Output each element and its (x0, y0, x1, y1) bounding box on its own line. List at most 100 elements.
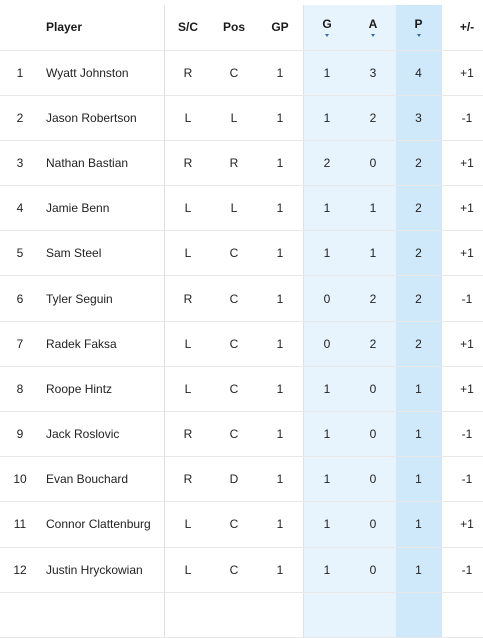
sc-cell: L (165, 95, 212, 140)
header-row: Player S/C Pos GP G A P +/- (0, 5, 483, 50)
gp-cell: 1 (257, 95, 304, 140)
table-row[interactable]: 12 Justin Hryckowian L C 1 1 0 1 -1 (0, 547, 483, 592)
assists-cell: 0 (350, 502, 396, 547)
sc-cell: R (165, 140, 212, 185)
assists-cell: 0 (350, 547, 396, 592)
pos-cell: C (211, 231, 257, 276)
points-cell: 1 (396, 502, 442, 547)
player-name-cell[interactable]: Roope Hintz (40, 366, 165, 411)
gp-cell: 1 (257, 412, 304, 457)
goals-cell: 1 (304, 502, 351, 547)
games-played-header[interactable]: GP (257, 5, 304, 50)
plus-minus-cell: +1 (442, 366, 483, 411)
plus-minus-cell: -1 (442, 547, 483, 592)
plus-minus-cell: +1 (442, 186, 483, 231)
pm-header-label: +/- (460, 20, 474, 34)
goals-cell: 1 (304, 457, 351, 502)
rank-header (0, 5, 40, 50)
shoots-catches-header[interactable]: S/C (165, 5, 212, 50)
points-header[interactable]: P (396, 5, 442, 50)
rank-cell: 5 (0, 231, 40, 276)
gp-cell: 1 (257, 50, 304, 95)
points-cell: 2 (396, 140, 442, 185)
assists-header[interactable]: A (350, 5, 396, 50)
player-name-cell[interactable]: Tyler Seguin (40, 276, 165, 321)
plus-minus-cell: -1 (442, 276, 483, 321)
assists-header-label: A (350, 17, 396, 31)
points-cell: 4 (396, 50, 442, 95)
table-body: 1 Wyatt Johnston R C 1 1 3 4 +1 2 Jason … (0, 50, 483, 637)
sc-cell: L (165, 321, 212, 366)
table-row[interactable]: 11 Connor Clattenburg L C 1 1 0 1 +1 (0, 502, 483, 547)
goals-cell: 1 (304, 412, 351, 457)
table-row[interactable]: 10 Evan Bouchard R D 1 1 0 1 -1 (0, 457, 483, 502)
plus-minus-cell: -1 (442, 95, 483, 140)
assists-cell: 0 (350, 457, 396, 502)
pos-cell: C (211, 50, 257, 95)
gp-cell: 1 (257, 140, 304, 185)
table-row[interactable]: 2 Jason Robertson L L 1 1 2 3 -1 (0, 95, 483, 140)
points-cell: 3 (396, 95, 442, 140)
player-name-cell[interactable]: Connor Clattenburg (40, 502, 165, 547)
sc-cell: R (165, 276, 212, 321)
goals-header[interactable]: G (304, 5, 351, 50)
gp-cell: 1 (257, 366, 304, 411)
rank-cell: 2 (0, 95, 40, 140)
plus-minus-cell: -1 (442, 412, 483, 457)
sc-cell: R (165, 412, 212, 457)
points-cell: 1 (396, 457, 442, 502)
player-name-cell[interactable]: Nathan Bastian (40, 140, 165, 185)
pos-cell: R (211, 140, 257, 185)
table-header: Player S/C Pos GP G A P +/- (0, 5, 483, 50)
table-row[interactable]: 7 Radek Faksa L C 1 0 2 2 +1 (0, 321, 483, 366)
table-row[interactable]: 6 Tyler Seguin R C 1 0 2 2 -1 (0, 276, 483, 321)
table-row[interactable]: 5 Sam Steel L C 1 1 1 2 +1 (0, 231, 483, 276)
player-name-cell[interactable]: Justin Hryckowian (40, 547, 165, 592)
player-name-cell[interactable]: Jamie Benn (40, 186, 165, 231)
table-row[interactable]: 9 Jack Roslovic R C 1 1 0 1 -1 (0, 412, 483, 457)
sc-cell: L (165, 547, 212, 592)
table-row[interactable]: 3 Nathan Bastian R R 1 2 0 2 +1 (0, 140, 483, 185)
player-name-cell[interactable]: Sam Steel (40, 231, 165, 276)
player-name-cell[interactable]: Wyatt Johnston (40, 50, 165, 95)
sc-cell: R (165, 50, 212, 95)
gp-cell: 1 (257, 276, 304, 321)
pos-cell: C (211, 412, 257, 457)
sc-cell: L (165, 502, 212, 547)
table-row[interactable]: 8 Roope Hintz L C 1 1 0 1 +1 (0, 366, 483, 411)
pos-cell: C (211, 366, 257, 411)
player-stats-table: Player S/C Pos GP G A P +/- 1 Wyatt John… (0, 5, 483, 638)
plus-minus-cell: +1 (442, 50, 483, 95)
assists-cell: 2 (350, 95, 396, 140)
rank-cell: 3 (0, 140, 40, 185)
table-row-partial (0, 592, 483, 637)
rank-cell: 6 (0, 276, 40, 321)
plus-minus-cell: -1 (442, 457, 483, 502)
sort-indicator-icon (417, 34, 421, 37)
table-row[interactable]: 4 Jamie Benn L L 1 1 1 2 +1 (0, 186, 483, 231)
rank-cell: 1 (0, 50, 40, 95)
goals-cell: 0 (304, 276, 351, 321)
pos-cell: L (211, 95, 257, 140)
table-row[interactable]: 1 Wyatt Johnston R C 1 1 3 4 +1 (0, 50, 483, 95)
goals-cell: 1 (304, 50, 351, 95)
player-header[interactable]: Player (40, 5, 165, 50)
player-name-cell[interactable]: Radek Faksa (40, 321, 165, 366)
rank-cell: 4 (0, 186, 40, 231)
rank-cell: 7 (0, 321, 40, 366)
goals-cell: 1 (304, 547, 351, 592)
plus-minus-cell: +1 (442, 502, 483, 547)
goals-cell: 0 (304, 321, 351, 366)
goals-cell: 1 (304, 231, 351, 276)
player-name-cell[interactable]: Jack Roslovic (40, 412, 165, 457)
points-cell: 2 (396, 321, 442, 366)
pos-cell: L (211, 186, 257, 231)
sort-indicator-icon (371, 34, 375, 37)
plus-minus-header[interactable]: +/- (442, 5, 483, 50)
assists-cell: 2 (350, 321, 396, 366)
gp-cell: 1 (257, 547, 304, 592)
player-name-cell[interactable]: Jason Robertson (40, 95, 165, 140)
pos-header-label: Pos (223, 20, 245, 34)
position-header[interactable]: Pos (211, 5, 257, 50)
player-name-cell[interactable]: Evan Bouchard (40, 457, 165, 502)
